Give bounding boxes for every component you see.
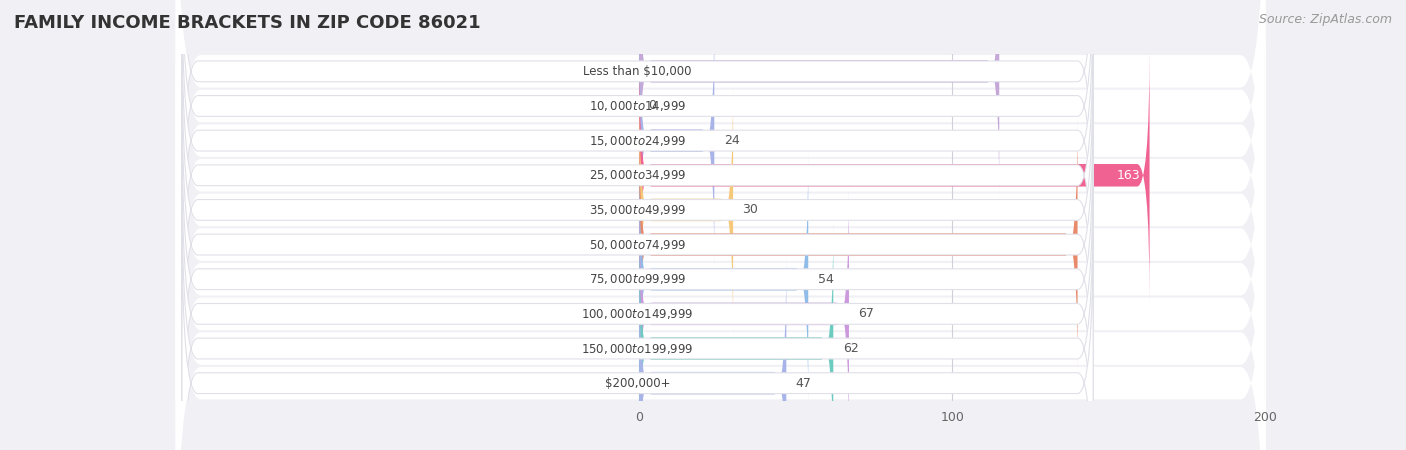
Text: $15,000 to $24,999: $15,000 to $24,999 [589, 134, 686, 148]
Text: $25,000 to $34,999: $25,000 to $34,999 [589, 168, 686, 182]
Text: $100,000 to $149,999: $100,000 to $149,999 [582, 307, 693, 321]
FancyBboxPatch shape [181, 0, 1094, 234]
Text: $150,000 to $199,999: $150,000 to $199,999 [582, 342, 693, 356]
FancyBboxPatch shape [181, 13, 1094, 338]
FancyBboxPatch shape [176, 0, 1265, 367]
FancyBboxPatch shape [181, 220, 1094, 450]
Text: 140: 140 [1045, 238, 1069, 251]
Text: 24: 24 [724, 134, 740, 147]
FancyBboxPatch shape [176, 0, 1265, 332]
FancyBboxPatch shape [640, 117, 1077, 372]
FancyBboxPatch shape [181, 47, 1094, 373]
Text: $200,000+: $200,000+ [605, 377, 671, 390]
FancyBboxPatch shape [640, 152, 808, 406]
Text: Source: ZipAtlas.com: Source: ZipAtlas.com [1258, 14, 1392, 27]
FancyBboxPatch shape [640, 48, 1150, 302]
Text: 47: 47 [796, 377, 811, 390]
FancyBboxPatch shape [176, 122, 1265, 450]
FancyBboxPatch shape [640, 14, 714, 268]
FancyBboxPatch shape [181, 82, 1094, 407]
Text: 62: 62 [842, 342, 859, 355]
Text: 0: 0 [648, 99, 657, 112]
FancyBboxPatch shape [176, 18, 1265, 450]
FancyBboxPatch shape [640, 0, 1000, 198]
FancyBboxPatch shape [640, 221, 834, 450]
Text: 163: 163 [1116, 169, 1140, 182]
Text: FAMILY INCOME BRACKETS IN ZIP CODE 86021: FAMILY INCOME BRACKETS IN ZIP CODE 86021 [14, 14, 481, 32]
FancyBboxPatch shape [181, 0, 1094, 303]
FancyBboxPatch shape [181, 151, 1094, 450]
FancyBboxPatch shape [176, 0, 1265, 401]
Text: $75,000 to $99,999: $75,000 to $99,999 [589, 272, 686, 286]
FancyBboxPatch shape [181, 117, 1094, 442]
Text: $35,000 to $49,999: $35,000 to $49,999 [589, 203, 686, 217]
Text: 115: 115 [966, 65, 990, 78]
Text: 67: 67 [858, 307, 875, 320]
FancyBboxPatch shape [181, 186, 1094, 450]
FancyBboxPatch shape [640, 187, 849, 441]
FancyBboxPatch shape [640, 83, 733, 337]
Text: 54: 54 [818, 273, 834, 286]
FancyBboxPatch shape [176, 88, 1265, 450]
FancyBboxPatch shape [181, 0, 1094, 269]
Text: Less than $10,000: Less than $10,000 [583, 65, 692, 78]
FancyBboxPatch shape [176, 53, 1265, 450]
Text: $10,000 to $14,999: $10,000 to $14,999 [589, 99, 686, 113]
Text: $50,000 to $74,999: $50,000 to $74,999 [589, 238, 686, 252]
FancyBboxPatch shape [176, 0, 1265, 450]
FancyBboxPatch shape [176, 0, 1265, 450]
Text: 30: 30 [742, 203, 758, 216]
FancyBboxPatch shape [640, 256, 786, 450]
FancyBboxPatch shape [176, 0, 1265, 436]
